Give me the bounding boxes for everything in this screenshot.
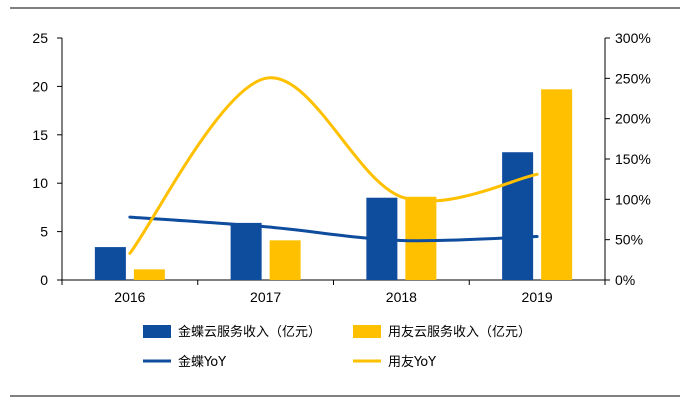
bar — [541, 89, 573, 280]
bar — [502, 152, 534, 280]
legend-label-yonyou-yoy: 用友YoY — [388, 354, 436, 370]
line-series — [128, 76, 539, 255]
bar — [405, 196, 437, 280]
legend-swatch-yonyou-revenue — [353, 325, 381, 338]
legend-label-yonyou-revenue: 用友云服务收入（亿元） — [388, 324, 531, 340]
right-tick-label: 150% — [615, 151, 651, 167]
x-tick-label: 2019 — [522, 289, 553, 305]
bar — [269, 240, 301, 280]
legend-label-kingdee-revenue: 金蝶云服务收入（亿元） — [178, 324, 321, 340]
right-tick-label: 250% — [615, 70, 651, 86]
left-tick-label: 10 — [32, 175, 48, 191]
legend-swatch-kingdee-revenue — [143, 325, 171, 338]
yoy-line — [128, 215, 539, 243]
right-tick-label: 200% — [615, 111, 651, 127]
left-tick-label: 15 — [32, 127, 48, 143]
x-tick-label: 2018 — [386, 289, 417, 305]
right-y-axis: 0% 50% 100% 150% 200% 250% 300% — [604, 30, 651, 288]
legend: 金蝶云服务收入（亿元） 用友云服务收入（亿元） 金蝶YoY 用友YoY — [143, 324, 531, 370]
yoy-line — [128, 76, 539, 255]
right-tick-label: 100% — [615, 191, 651, 207]
legend-label-kingdee-yoy: 金蝶YoY — [178, 354, 226, 370]
left-tick-label: 5 — [40, 224, 48, 240]
right-tick-label: 50% — [615, 232, 643, 248]
x-tick-label: 2017 — [250, 289, 281, 305]
right-tick-label: 300% — [615, 30, 651, 46]
bar — [94, 247, 126, 280]
right-tick-label: 0% — [615, 272, 635, 288]
bar — [133, 269, 165, 280]
bar — [230, 222, 262, 280]
left-tick-label: 25 — [32, 30, 48, 46]
left-y-axis: 0 5 10 15 20 25 — [32, 30, 63, 288]
x-tick-label: 2016 — [114, 289, 145, 305]
left-tick-label: 0 — [40, 272, 48, 288]
left-tick-label: 20 — [32, 78, 48, 94]
x-axis: 2016 2017 2018 2019 — [61, 279, 606, 305]
